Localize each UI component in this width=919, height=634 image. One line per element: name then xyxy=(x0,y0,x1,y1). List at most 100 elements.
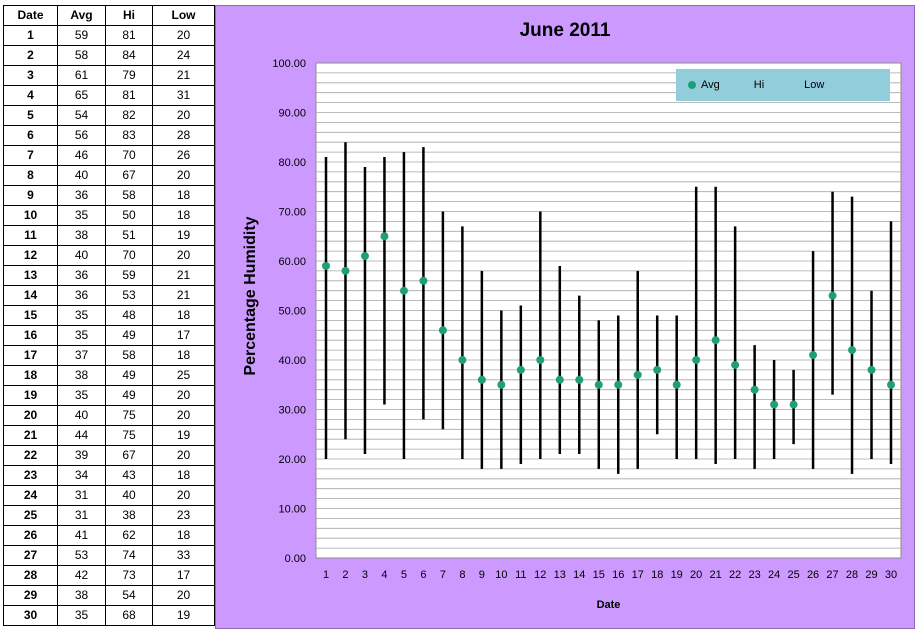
avg-point xyxy=(750,385,759,394)
cell-avg: 65 xyxy=(57,85,106,106)
avg-point xyxy=(458,356,467,364)
cell-hi: 49 xyxy=(105,385,153,406)
cell-avg: 54 xyxy=(57,105,106,126)
cell-avg: 38 xyxy=(57,365,106,386)
table-row: 26 41 62 18 xyxy=(3,525,215,546)
table-row: 6 56 83 28 xyxy=(3,125,215,146)
x-tick-label: 27 xyxy=(826,569,838,581)
cell-low: 18 xyxy=(152,465,215,486)
y-tick-label: 70.00 xyxy=(278,207,306,219)
x-tick-label: 5 xyxy=(401,569,407,581)
table-row: 2 58 84 24 xyxy=(3,45,215,66)
data-table: Date Avg Hi Low 1 59 81 20 2 58 84 24 3 61 79 21 4 65… xyxy=(3,5,215,626)
cell-date: 9 xyxy=(3,185,58,206)
legend-avg-label: Avg xyxy=(701,79,720,91)
avg-point xyxy=(633,370,642,379)
cell-low: 19 xyxy=(152,605,215,626)
table-row: 3 61 79 21 xyxy=(3,65,215,86)
avg-point xyxy=(536,356,545,364)
table-row: 7 46 70 26 xyxy=(3,145,215,166)
y-tick-label: 80.00 xyxy=(278,157,306,169)
y-tick-label: 20.00 xyxy=(278,454,306,466)
cell-low: 21 xyxy=(152,265,215,286)
cell-low: 23 xyxy=(152,505,215,526)
table-row: 19 35 49 20 xyxy=(3,385,215,406)
table-row: 22 39 67 20 xyxy=(3,445,215,466)
cell-low: 20 xyxy=(152,405,215,426)
y-tick-label: 30.00 xyxy=(278,405,306,417)
x-tick-label: 26 xyxy=(807,569,819,581)
cell-date: 5 xyxy=(3,105,58,126)
x-tick-label: 6 xyxy=(420,569,426,581)
cell-avg: 46 xyxy=(57,145,106,166)
x-tick-label: 30 xyxy=(885,569,897,581)
x-tick-label: 22 xyxy=(729,569,741,581)
x-tick-label: 17 xyxy=(632,569,644,581)
cell-low: 20 xyxy=(152,25,215,46)
cell-date: 1 xyxy=(3,25,58,46)
cell-hi: 70 xyxy=(105,245,153,266)
cell-avg: 38 xyxy=(57,585,106,606)
cell-hi: 62 xyxy=(105,525,153,546)
table-row: 25 31 38 23 xyxy=(3,505,215,526)
cell-date: 10 xyxy=(3,205,58,226)
y-axis-label: Percentage Humidity xyxy=(242,216,259,376)
cell-hi: 73 xyxy=(105,565,153,586)
x-tick-label: 14 xyxy=(573,569,585,581)
cell-low: 33 xyxy=(152,545,215,566)
cell-low: 20 xyxy=(152,105,215,126)
cell-avg: 58 xyxy=(57,45,106,66)
avg-point xyxy=(555,375,564,384)
cell-hi: 48 xyxy=(105,305,153,326)
legend-avg-marker-icon xyxy=(688,81,696,89)
cell-date: 17 xyxy=(3,345,58,366)
avg-point xyxy=(322,261,330,270)
cell-hi: 81 xyxy=(105,85,153,106)
header-hi: Hi xyxy=(105,5,153,26)
cell-hi: 70 xyxy=(105,145,153,166)
cell-date: 25 xyxy=(3,505,58,526)
avg-points xyxy=(322,232,895,409)
cell-avg: 31 xyxy=(57,485,106,506)
cell-avg: 36 xyxy=(57,285,106,306)
avg-point xyxy=(516,365,525,374)
cell-date: 16 xyxy=(3,325,58,346)
cell-avg: 31 xyxy=(57,505,106,526)
x-tick-label: 7 xyxy=(440,569,446,581)
cell-low: 31 xyxy=(152,85,215,106)
y-tick-labels: 0.00 10.00 20.00 30.00 40.00 50.00 60.00 70.00 8… xyxy=(272,58,306,565)
cell-hi: 79 xyxy=(105,65,153,86)
avg-point xyxy=(477,375,486,384)
cell-low: 25 xyxy=(152,365,215,386)
cell-low: 19 xyxy=(152,425,215,446)
cell-hi: 83 xyxy=(105,125,153,146)
table-row: 30 35 68 19 xyxy=(3,605,215,626)
cell-hi: 58 xyxy=(105,185,153,206)
y-tick-label: 60.00 xyxy=(278,256,306,268)
cell-avg: 39 xyxy=(57,445,106,466)
table-row: 18 38 49 25 xyxy=(3,365,215,386)
x-tick-label: 20 xyxy=(690,569,702,581)
table-row: 23 34 43 18 xyxy=(3,465,215,486)
avg-point xyxy=(848,346,857,355)
x-tick-label: 2 xyxy=(342,569,348,581)
y-tick-label: 0.00 xyxy=(285,553,306,565)
cell-avg: 61 xyxy=(57,65,106,86)
avg-point xyxy=(809,351,818,360)
cell-date: 20 xyxy=(3,405,58,426)
legend-hi: Hi xyxy=(754,79,764,91)
table-row: 9 36 58 18 xyxy=(3,185,215,206)
cell-avg: 53 xyxy=(57,545,106,566)
y-tick-label: 100.00 xyxy=(272,58,306,70)
table-row: 24 31 40 20 xyxy=(3,485,215,506)
cell-avg: 59 xyxy=(57,25,106,46)
x-tick-label: 10 xyxy=(495,569,507,581)
x-tick-label: 19 xyxy=(671,569,683,581)
cell-low: 21 xyxy=(152,285,215,306)
cell-avg: 38 xyxy=(57,225,106,246)
table-row: 16 35 49 17 xyxy=(3,325,215,346)
avg-point xyxy=(867,365,876,374)
x-tick-label: 23 xyxy=(748,569,760,581)
cell-avg: 41 xyxy=(57,525,106,546)
table-row: 20 40 75 20 xyxy=(3,405,215,426)
